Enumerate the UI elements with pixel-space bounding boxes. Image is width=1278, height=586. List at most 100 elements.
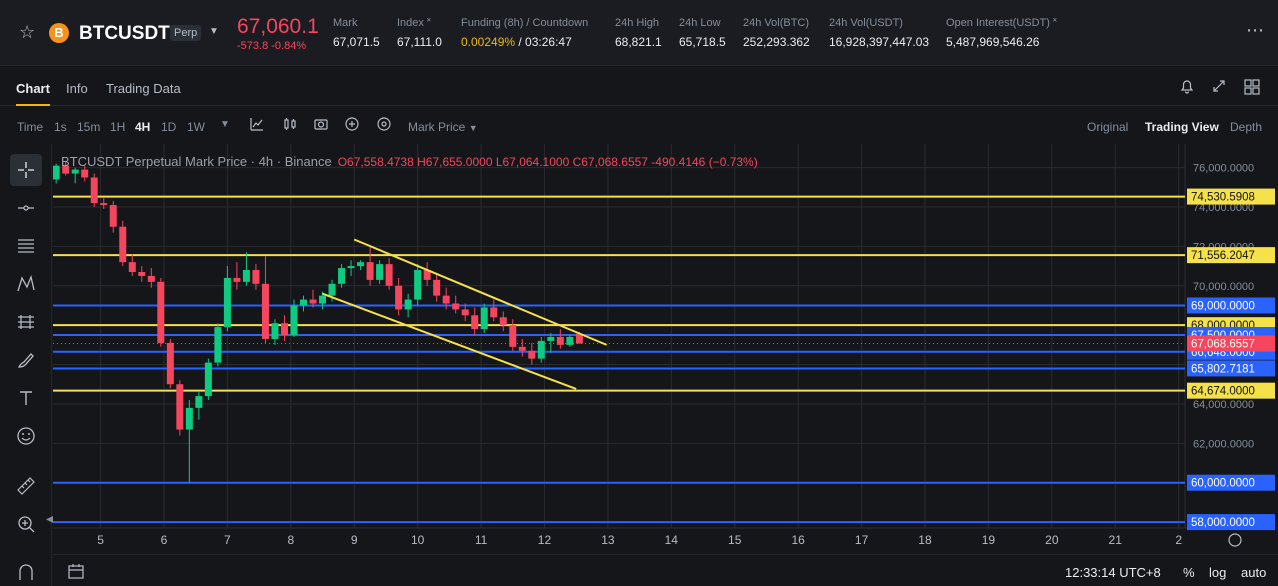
level-price-tag-label: 60,000.0000 <box>1191 478 1255 490</box>
stat-24h-vol-usdt: 24h Vol(USDT) 16,928,397,447.03 <box>829 17 929 49</box>
candle-body <box>338 268 346 284</box>
candle-body <box>233 277 241 282</box>
expand-icon[interactable] <box>1211 78 1227 98</box>
chart-background <box>53 144 1278 554</box>
interval-1h[interactable]: 1H <box>110 120 126 134</box>
level-price-tag-label: 69,000.0000 <box>1191 300 1255 312</box>
chart-bottom-bar: 12:33:14 UTC+8 % log auto <box>53 554 1278 586</box>
interval-4h[interactable]: 4H <box>135 120 151 134</box>
stat-index[interactable]: Index ˟ 67,111.0 <box>397 17 442 49</box>
clock-time[interactable]: 12:33:14 UTC+8 <box>1065 565 1161 580</box>
stat-value: 252,293.362 <box>743 35 810 49</box>
candle-body <box>147 275 155 282</box>
axis-settings-icon[interactable] <box>1228 533 1242 547</box>
y-tick-label: 76,000.0000 <box>1193 163 1254 175</box>
fib-icon[interactable] <box>10 230 42 262</box>
x-tick-label: 20 <box>1045 533 1059 547</box>
level-price-tag-label: 74,530.5908 <box>1191 192 1255 204</box>
x-tick-label: 21 <box>1109 533 1123 547</box>
emoji-icon[interactable] <box>10 420 42 452</box>
trend-line <box>353 238 608 346</box>
bell-icon[interactable] <box>1179 78 1195 98</box>
settings-icon[interactable] <box>376 116 392 135</box>
gann-icon[interactable] <box>10 306 42 338</box>
x-tick-label: 18 <box>918 533 932 547</box>
view-original[interactable]: Original <box>1087 120 1129 134</box>
view-depth[interactable]: Depth <box>1230 120 1263 134</box>
log-toggle[interactable]: log <box>1209 565 1227 580</box>
stat-label: Index ˟ <box>397 17 431 29</box>
interval-15m[interactable]: 15m <box>77 120 101 134</box>
candle-body <box>309 299 317 304</box>
symbol-name[interactable]: BTCUSDT <box>79 23 170 44</box>
crosshair-icon[interactable] <box>10 154 42 186</box>
chart-area[interactable]: 5 6 7 8 9 10 11 12 13 14 15 16 17 18 19 20 21 2 76,000.000… <box>52 144 1278 554</box>
more-icon[interactable]: ⋯ <box>1246 20 1264 40</box>
x-tick-label: 11 <box>475 533 488 547</box>
interval-1d[interactable]: 1D <box>161 120 177 134</box>
candle-body <box>138 272 146 276</box>
level-price-tag <box>1187 382 1275 399</box>
tab-trading-data[interactable]: Trading Data <box>106 81 181 96</box>
interval-1s[interactable]: 1s <box>54 120 67 134</box>
stat-label: 24h Vol(BTC) <box>743 17 810 29</box>
candle-body <box>157 281 165 343</box>
interval-1w[interactable]: 1W <box>187 120 205 134</box>
percent-toggle[interactable]: % <box>1183 565 1195 580</box>
magnet-icon[interactable] <box>10 556 42 586</box>
pattern-icon[interactable] <box>10 268 42 300</box>
brush-icon[interactable] <box>10 344 42 376</box>
stat-label: 24h Low <box>679 17 721 29</box>
add-indicator-icon[interactable] <box>344 116 360 135</box>
stat-open-interest[interactable]: Open Interest(USDT) ˟ 5,487,969,546.26 <box>946 17 1057 49</box>
zoom-icon[interactable] <box>10 508 42 540</box>
current-price-tag <box>1187 335 1275 352</box>
stat-funding[interactable]: Funding (8h) / Countdown 0.00249% / 03:2… <box>461 17 588 49</box>
collapse-toolbar-icon[interactable]: ◀ <box>46 514 54 525</box>
layout-grid-icon[interactable] <box>1243 78 1261 100</box>
x-tick-label: 16 <box>791 533 805 547</box>
candle-body <box>518 346 526 351</box>
chevron-down-icon[interactable]: ▼ <box>220 119 230 130</box>
chart-toolbar: Time 1s 15m 1H 4H 1D 1W ▼ Mark Price ▼ O… <box>0 106 1278 144</box>
candle-body <box>347 266 355 269</box>
camera-icon[interactable] <box>313 116 329 135</box>
stat-mark: Mark 67,071.5 <box>333 17 380 49</box>
candle-body <box>395 285 403 310</box>
star-icon[interactable]: ☆ <box>19 22 36 42</box>
level-price-tag <box>1187 188 1275 205</box>
tab-chart[interactable]: Chart <box>16 81 50 96</box>
level-price-tag-label: 71,556.2047 <box>1191 250 1255 262</box>
legend-ohlc: O67,558.4738 H67,655.0000 L67,064.1000 C… <box>337 155 758 169</box>
candle-body <box>252 270 260 284</box>
stat-label: Funding (8h) / Countdown <box>461 17 589 29</box>
stat-value: 0.00249% / 03:26:47 <box>461 35 588 49</box>
stat-value: 67,111.0 <box>397 35 442 49</box>
x-tick-label: 8 <box>287 533 294 547</box>
chevron-down-icon[interactable]: ▼ <box>209 26 219 37</box>
stat-label: 24h High <box>615 17 660 29</box>
candle-body <box>176 384 184 430</box>
price-chart[interactable]: 5 6 7 8 9 10 11 12 13 14 15 16 17 18 19 20 21 2 76,000.000… <box>52 144 1278 554</box>
candle-body <box>385 264 393 286</box>
stat-24h-high: 24h High 68,821.1 <box>615 17 662 49</box>
ruler-icon[interactable] <box>10 470 42 502</box>
auto-toggle[interactable]: auto <box>1241 565 1267 580</box>
indicators-icon[interactable] <box>249 116 265 135</box>
candle-body <box>433 279 441 296</box>
horizontal-line-icon[interactable] <box>10 192 42 224</box>
tab-info[interactable]: Info <box>66 81 88 96</box>
level-price-tag <box>1187 247 1275 264</box>
candle-body <box>319 295 327 304</box>
candle-type-icon[interactable] <box>282 116 298 135</box>
legend-title: BTCUSDT Perpetual Mark Price · 4h · Bina… <box>61 154 332 169</box>
x-tick-label: 2 <box>1175 533 1182 547</box>
candle-body <box>556 336 564 345</box>
text-icon[interactable] <box>10 382 42 414</box>
candle-body <box>547 336 555 341</box>
price-source-select[interactable]: Mark Price ▼ <box>408 120 478 134</box>
calendar-icon[interactable] <box>67 562 85 583</box>
candle-body <box>461 309 469 316</box>
stat-value: 16,928,397,447.03 <box>829 35 930 49</box>
view-trading-view[interactable]: Trading View <box>1145 120 1219 134</box>
